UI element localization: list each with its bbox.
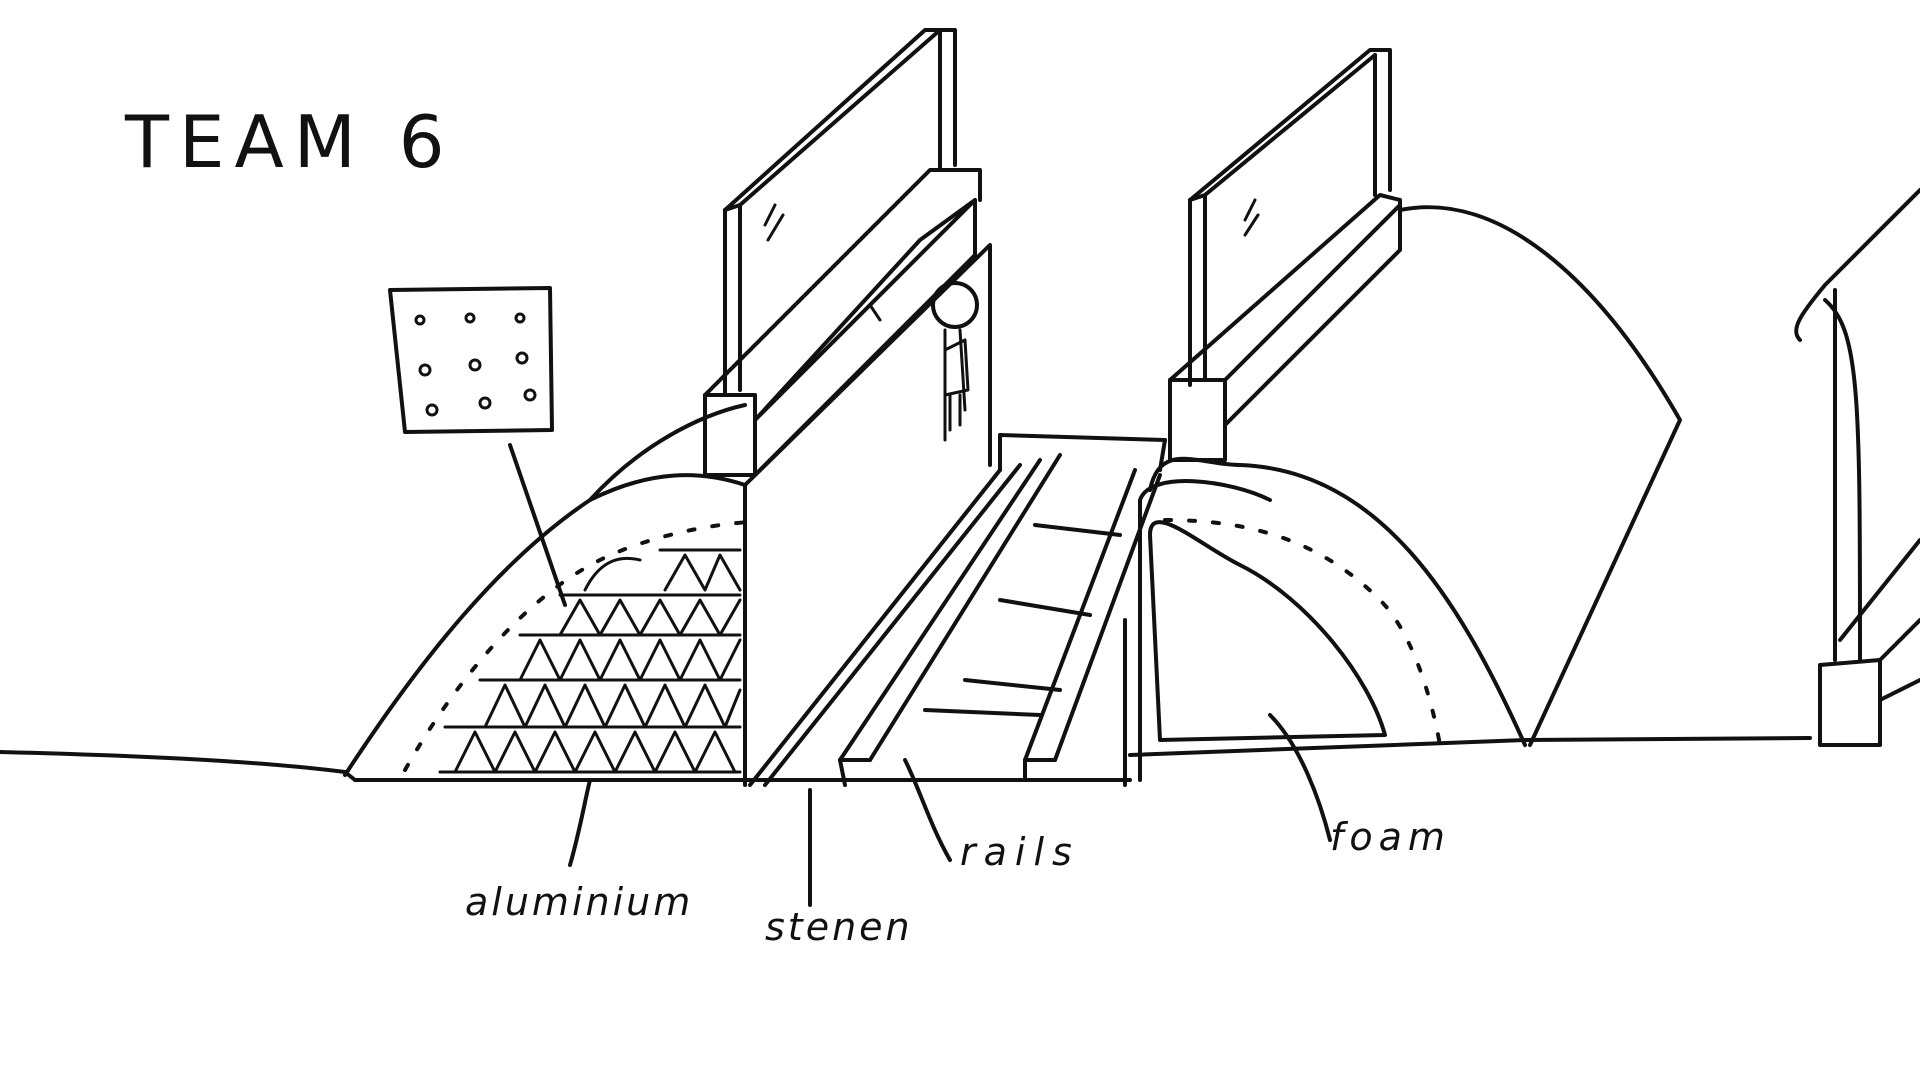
- person-figure: [931, 281, 979, 442]
- sign-board: [388, 286, 567, 607]
- label-aluminium: aluminium: [465, 880, 694, 924]
- central-track: [748, 433, 1167, 787]
- page-title: TEAM 6: [125, 100, 455, 184]
- ground-line: [0, 736, 1812, 782]
- left-deck: [703, 28, 992, 787]
- aluminium-pattern: [438, 548, 742, 774]
- foam-arch: [1138, 205, 1682, 842]
- right-structure: [1794, 188, 1920, 747]
- left-ramp: [343, 403, 752, 777]
- label-rails: rails: [960, 830, 1080, 874]
- label-foam: foam: [1330, 815, 1451, 859]
- leader-lines: [568, 758, 952, 907]
- right-deck: [1168, 48, 1402, 462]
- label-stenen: stenen: [765, 905, 913, 949]
